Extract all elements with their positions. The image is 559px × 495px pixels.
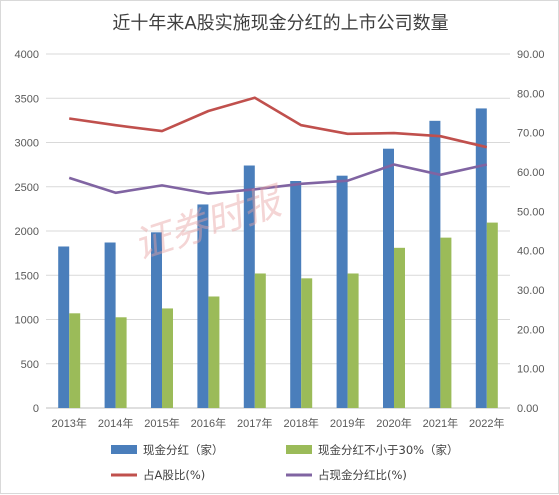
y-right-tick-label: 90.00 <box>517 49 545 61</box>
bar-cash-dividend <box>290 180 302 408</box>
bar-cash-dividend <box>383 148 394 408</box>
legend-label: 现金分红（家） <box>143 443 224 457</box>
y-right-tick-label: 20.00 <box>517 324 545 336</box>
bar-cash-dividend <box>104 242 116 408</box>
bar-cash-dividend <box>336 175 348 408</box>
y-right-tick-label: 50.00 <box>517 206 545 218</box>
bar-cash-dividend-30pct <box>69 313 81 408</box>
bar-cash-dividend-30pct <box>115 317 127 408</box>
x-tick-label: 2013年 <box>51 416 86 430</box>
y-left-tick-label: 500 <box>21 359 39 371</box>
y-right-tick-label: 40.00 <box>517 246 545 258</box>
bar-cash-dividend-30pct <box>440 237 452 408</box>
chart-title: 近十年来A股实施现金分红的上市公司数量 <box>112 13 449 34</box>
y-right-tick-label: 10.00 <box>517 364 545 376</box>
legend-swatch <box>286 445 312 454</box>
y-left-tick-label: 2500 <box>15 182 39 194</box>
bar-cash-dividend-30pct <box>486 222 498 408</box>
bar-cash-dividend-30pct <box>162 308 173 408</box>
x-tick-label: 2022年 <box>469 416 504 430</box>
y-right-tick-label: 0.00 <box>517 403 538 415</box>
bar-cash-dividend <box>151 232 162 408</box>
x-tick-label: 2021年 <box>423 416 458 430</box>
bar-cash-dividend <box>429 120 441 408</box>
legend-label: 现金分红不小于30%（家） <box>318 443 459 457</box>
legend-swatch <box>111 445 137 454</box>
x-tick-label: 2016年 <box>191 416 226 430</box>
y-left-tick-label: 0 <box>33 403 39 415</box>
legend-label: 占现金分红比(%) <box>318 468 407 482</box>
bar-cash-dividend <box>243 165 255 408</box>
bar-cash-dividend-30pct <box>394 247 405 408</box>
legend-label: 占A股比(%) <box>143 468 205 482</box>
x-tick-label: 2017年 <box>237 416 272 430</box>
bar-cash-dividend <box>475 108 487 409</box>
x-tick-label: 2019年 <box>330 416 365 430</box>
bar-cash-dividend <box>58 246 70 408</box>
x-tick-label: 2020年 <box>376 416 411 430</box>
y-right-tick-label: 80.00 <box>517 88 545 100</box>
x-tick-label: 2015年 <box>144 416 179 430</box>
x-tick-label: 2014年 <box>98 416 133 430</box>
bar-cash-dividend-30pct <box>301 278 313 408</box>
watermark-text: 证券时报 <box>128 178 290 268</box>
y-left-tick-label: 2000 <box>15 226 39 238</box>
bar-cash-dividend <box>197 204 209 408</box>
y-left-tick-label: 3500 <box>15 93 39 105</box>
series-line-3 <box>68 163 488 195</box>
y-left-tick-label: 3000 <box>15 138 39 150</box>
y-right-tick-label: 60.00 <box>517 167 545 179</box>
bar-cash-dividend-30pct <box>208 296 220 408</box>
y-right-tick-label: 30.00 <box>517 285 545 297</box>
bar-cash-dividend-30pct <box>254 273 266 408</box>
y-right-tick-label: 70.00 <box>517 128 545 140</box>
y-left-tick-label: 4000 <box>15 49 39 61</box>
bar-cash-dividend-30pct <box>347 273 359 408</box>
series-line-2 <box>69 96 488 149</box>
y-left-tick-label: 1000 <box>15 315 39 327</box>
y-left-tick-label: 1500 <box>15 270 39 282</box>
x-tick-label: 2018年 <box>283 416 318 430</box>
